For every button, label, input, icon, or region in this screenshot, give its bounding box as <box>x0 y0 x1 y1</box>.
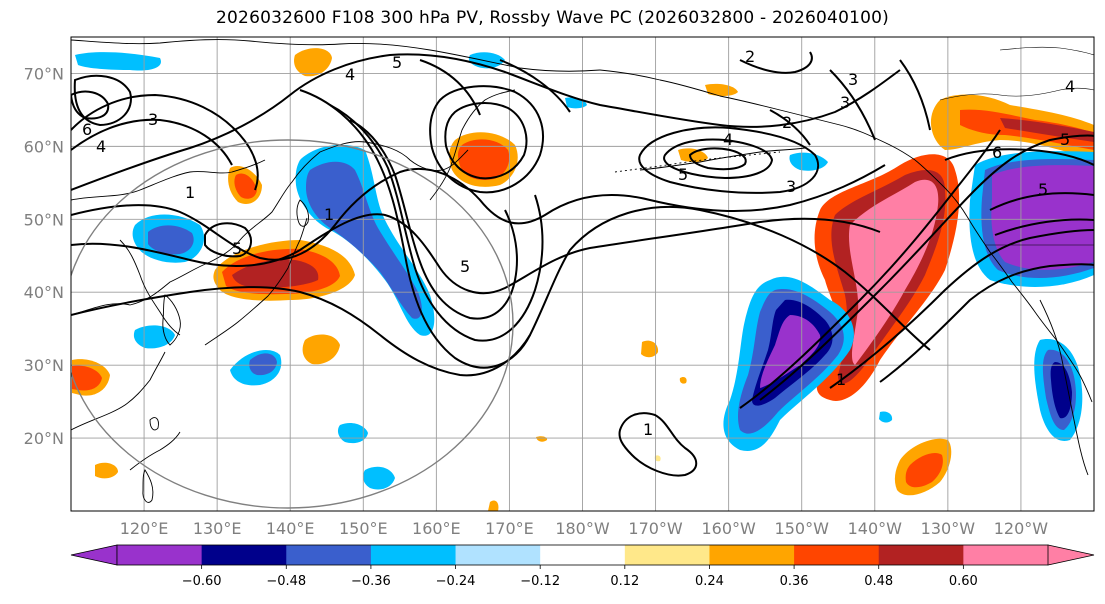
latitude-label: 40°N <box>24 283 64 302</box>
contour-label: 6 <box>992 143 1002 162</box>
pv-contour-labels: 1 1 1 1 2 2 3 3 3 3 4 4 4 4 5 5 5 5 5 5 … <box>82 47 1075 439</box>
coastline-alaska <box>599 69 916 161</box>
latitude-label: 20°N <box>24 429 64 448</box>
pv-contour <box>71 164 886 261</box>
pv-contour <box>618 412 698 477</box>
contour-label: 2 <box>745 47 755 66</box>
longitude-label: 130°W <box>921 519 976 538</box>
contour-label: 1 <box>643 420 653 439</box>
coastlines <box>71 39 1094 503</box>
colorbar-tick-label: 0.12 <box>610 574 639 589</box>
colorbar-tick-label: −0.36 <box>351 574 391 589</box>
pv-contour <box>638 126 820 194</box>
latitude-labels: 20°N 30°N 40°N 50°N 60°N 70°N <box>24 64 64 448</box>
longitude-labels: 120°E 130°E 140°E 150°E 160°E 170°E 180°W 170°W… <box>120 519 1049 538</box>
contour-label: 3 <box>786 177 796 196</box>
contour-label: 3 <box>840 93 850 112</box>
longitude-label: 160°W <box>701 519 756 538</box>
contour-label: 5 <box>678 165 688 184</box>
contour-label: 4 <box>345 65 355 84</box>
longitude-label: 140°E <box>266 519 315 538</box>
contour-label: 4 <box>96 137 106 156</box>
colorbar-segment <box>117 545 203 565</box>
colorbar: −0.60 −0.48 −0.36 −0.24 −0.12 0.12 0.24 0.36 0.4… <box>70 544 1095 589</box>
colorbar-segment <box>963 545 1049 565</box>
contour-label: 4 <box>723 130 733 149</box>
coastline-asia <box>71 141 469 316</box>
pv-contour <box>71 53 901 191</box>
longitude-label: 120°W <box>994 519 1049 538</box>
contour-label: 4 <box>1065 77 1075 96</box>
colorbar-tick-label: 0.48 <box>864 574 893 589</box>
colorbar-tick-label: 0.24 <box>695 574 724 589</box>
longitude-label: 170°W <box>628 519 683 538</box>
colorbar-extend-min <box>70 544 118 566</box>
contour-label: 2 <box>782 113 792 132</box>
latitude-label: 50°N <box>24 210 64 229</box>
longitude-label: 120°E <box>120 519 169 538</box>
latitude-label: 60°N <box>24 137 64 156</box>
coastline-north-america <box>914 159 1093 403</box>
contour-label: 3 <box>148 110 158 129</box>
colorbar-frame <box>116 544 1049 566</box>
colorbar-segment <box>286 545 372 565</box>
latitude-label: 30°N <box>24 356 64 375</box>
colorbar-tick-label: 0.60 <box>949 574 978 589</box>
colorbar-segment <box>624 545 710 565</box>
colorbar-tick-label: −0.12 <box>520 574 560 589</box>
colorbar-segment <box>201 545 287 565</box>
contour-label: 3 <box>848 70 858 89</box>
contour-label: 6 <box>82 120 92 139</box>
pv-contours <box>71 51 1094 477</box>
anomaly-shading <box>72 48 1094 511</box>
longitude-label: 170°E <box>485 519 534 538</box>
longitude-label: 160°E <box>412 519 461 538</box>
map-border <box>70 36 1095 512</box>
longitude-label: 180°W <box>555 519 610 538</box>
contour-label: 1 <box>324 205 334 224</box>
colorbar-tick-label: −0.24 <box>436 574 476 589</box>
colorbar-tick-label: −0.48 <box>266 574 306 589</box>
latitude-label: 70°N <box>24 64 64 83</box>
colorbar-segment <box>878 545 964 565</box>
colorbar-segment <box>794 545 880 565</box>
contour-label: 5 <box>460 257 470 276</box>
contour-label: 5 <box>1060 130 1070 149</box>
longitude-label: 140°W <box>848 519 903 538</box>
colorbar-tick-label: 0.36 <box>780 574 809 589</box>
longitude-label: 130°E <box>193 519 242 538</box>
colorbar-segment <box>709 545 795 565</box>
colorbar-segment <box>455 545 541 565</box>
map-title: 2026032600 F108 300 hPa PV, Rossby Wave … <box>216 8 889 28</box>
contour-label: 5 <box>232 239 242 258</box>
contour-label: 5 <box>1038 180 1048 199</box>
coastline-japan <box>204 217 308 346</box>
contour-label: 5 <box>392 53 402 72</box>
longitude-label: 150°W <box>775 519 830 538</box>
contour-label: 1 <box>185 183 195 202</box>
longitude-label: 150°E <box>339 519 388 538</box>
colorbar-extend-max <box>1047 544 1095 566</box>
contour-label: 1 <box>836 370 846 389</box>
colorbar-segment <box>540 545 626 565</box>
graticule <box>71 37 1094 511</box>
coastline-kamchatka <box>429 89 516 201</box>
colorbar-segment <box>370 545 457 565</box>
colorbar-tick-label: −0.60 <box>182 574 222 589</box>
pv-contour <box>71 213 881 295</box>
reference-circle <box>71 139 514 509</box>
